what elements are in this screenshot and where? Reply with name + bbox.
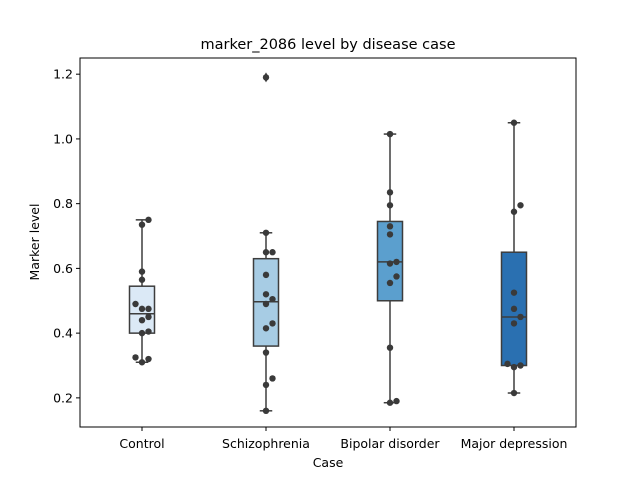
data-point — [386, 260, 394, 267]
data-point — [145, 355, 152, 363]
data-point — [510, 305, 518, 313]
chart-title: marker_2086 level by disease case — [201, 37, 456, 53]
plot-content — [128, 72, 528, 415]
data-point — [262, 271, 270, 279]
plot-frame — [79, 57, 577, 428]
x-tick-label: Control — [119, 436, 164, 451]
data-point — [262, 407, 270, 415]
data-point — [504, 360, 511, 368]
data-point — [510, 320, 518, 327]
data-point — [510, 119, 518, 126]
data-point — [138, 329, 146, 337]
data-point — [262, 325, 270, 332]
x-axis-label: Case — [313, 455, 344, 470]
data-point — [386, 189, 394, 196]
data-point — [510, 363, 518, 371]
data-point — [262, 249, 270, 256]
data-point — [386, 202, 394, 209]
y-tick-label: 1.0 — [53, 131, 73, 146]
data-point — [517, 202, 524, 209]
data-point — [517, 313, 524, 321]
data-point — [138, 221, 146, 228]
data-point — [145, 328, 152, 335]
data-point — [138, 268, 146, 275]
data-point — [393, 258, 400, 266]
y-tick-label: 1.2 — [53, 67, 73, 82]
data-point — [269, 375, 276, 382]
data-point — [145, 216, 152, 224]
x-tick-label: Bipolar disorder — [340, 436, 440, 451]
box-group-2 — [252, 72, 280, 412]
data-point — [386, 279, 394, 287]
data-point — [269, 249, 276, 256]
data-point — [132, 300, 139, 308]
data-point — [262, 381, 270, 389]
data-point — [262, 229, 270, 236]
data-point — [386, 223, 394, 230]
data-point — [138, 316, 146, 324]
data-point — [386, 399, 394, 406]
data-point — [269, 320, 276, 327]
y-tick-label: 0.6 — [53, 261, 73, 276]
data-point — [269, 295, 276, 303]
swarm-group-3 — [386, 130, 400, 406]
data-point — [138, 305, 146, 313]
x-tick-label: Major depression — [461, 436, 568, 451]
y-tick-label: 0.2 — [53, 390, 73, 405]
swarm-group-4 — [504, 119, 524, 397]
data-point — [510, 389, 518, 397]
x-tick-label: Schizophrenia — [222, 436, 310, 451]
data-point — [138, 276, 146, 283]
swarm-group-2 — [262, 74, 276, 415]
swarm-group-1 — [132, 216, 152, 366]
data-point — [393, 397, 400, 405]
data-point — [386, 130, 394, 138]
y-tick-label: 0.4 — [53, 326, 73, 341]
data-point — [138, 359, 146, 366]
box-group-3 — [376, 133, 404, 404]
data-point — [132, 354, 139, 361]
data-point — [145, 305, 152, 313]
data-point — [262, 291, 270, 298]
data-point — [386, 231, 394, 238]
y-axis: 0.2 0.4 0.6 0.8 1.0 1.2 — [53, 67, 80, 405]
box-group-4 — [500, 121, 528, 394]
y-tick-label: 0.8 — [53, 196, 73, 211]
data-point — [510, 289, 518, 296]
data-point — [262, 349, 270, 356]
data-point — [262, 74, 270, 81]
box-group-1 — [128, 219, 156, 364]
data-point — [145, 313, 152, 321]
data-point — [262, 300, 270, 308]
data-point — [386, 344, 394, 351]
data-point — [393, 273, 400, 280]
x-axis: Control Schizophrenia Bipolar disorder Majo… — [119, 427, 567, 451]
data-point — [510, 208, 518, 215]
y-axis-label: Marker level — [27, 204, 42, 281]
data-point — [517, 362, 524, 369]
